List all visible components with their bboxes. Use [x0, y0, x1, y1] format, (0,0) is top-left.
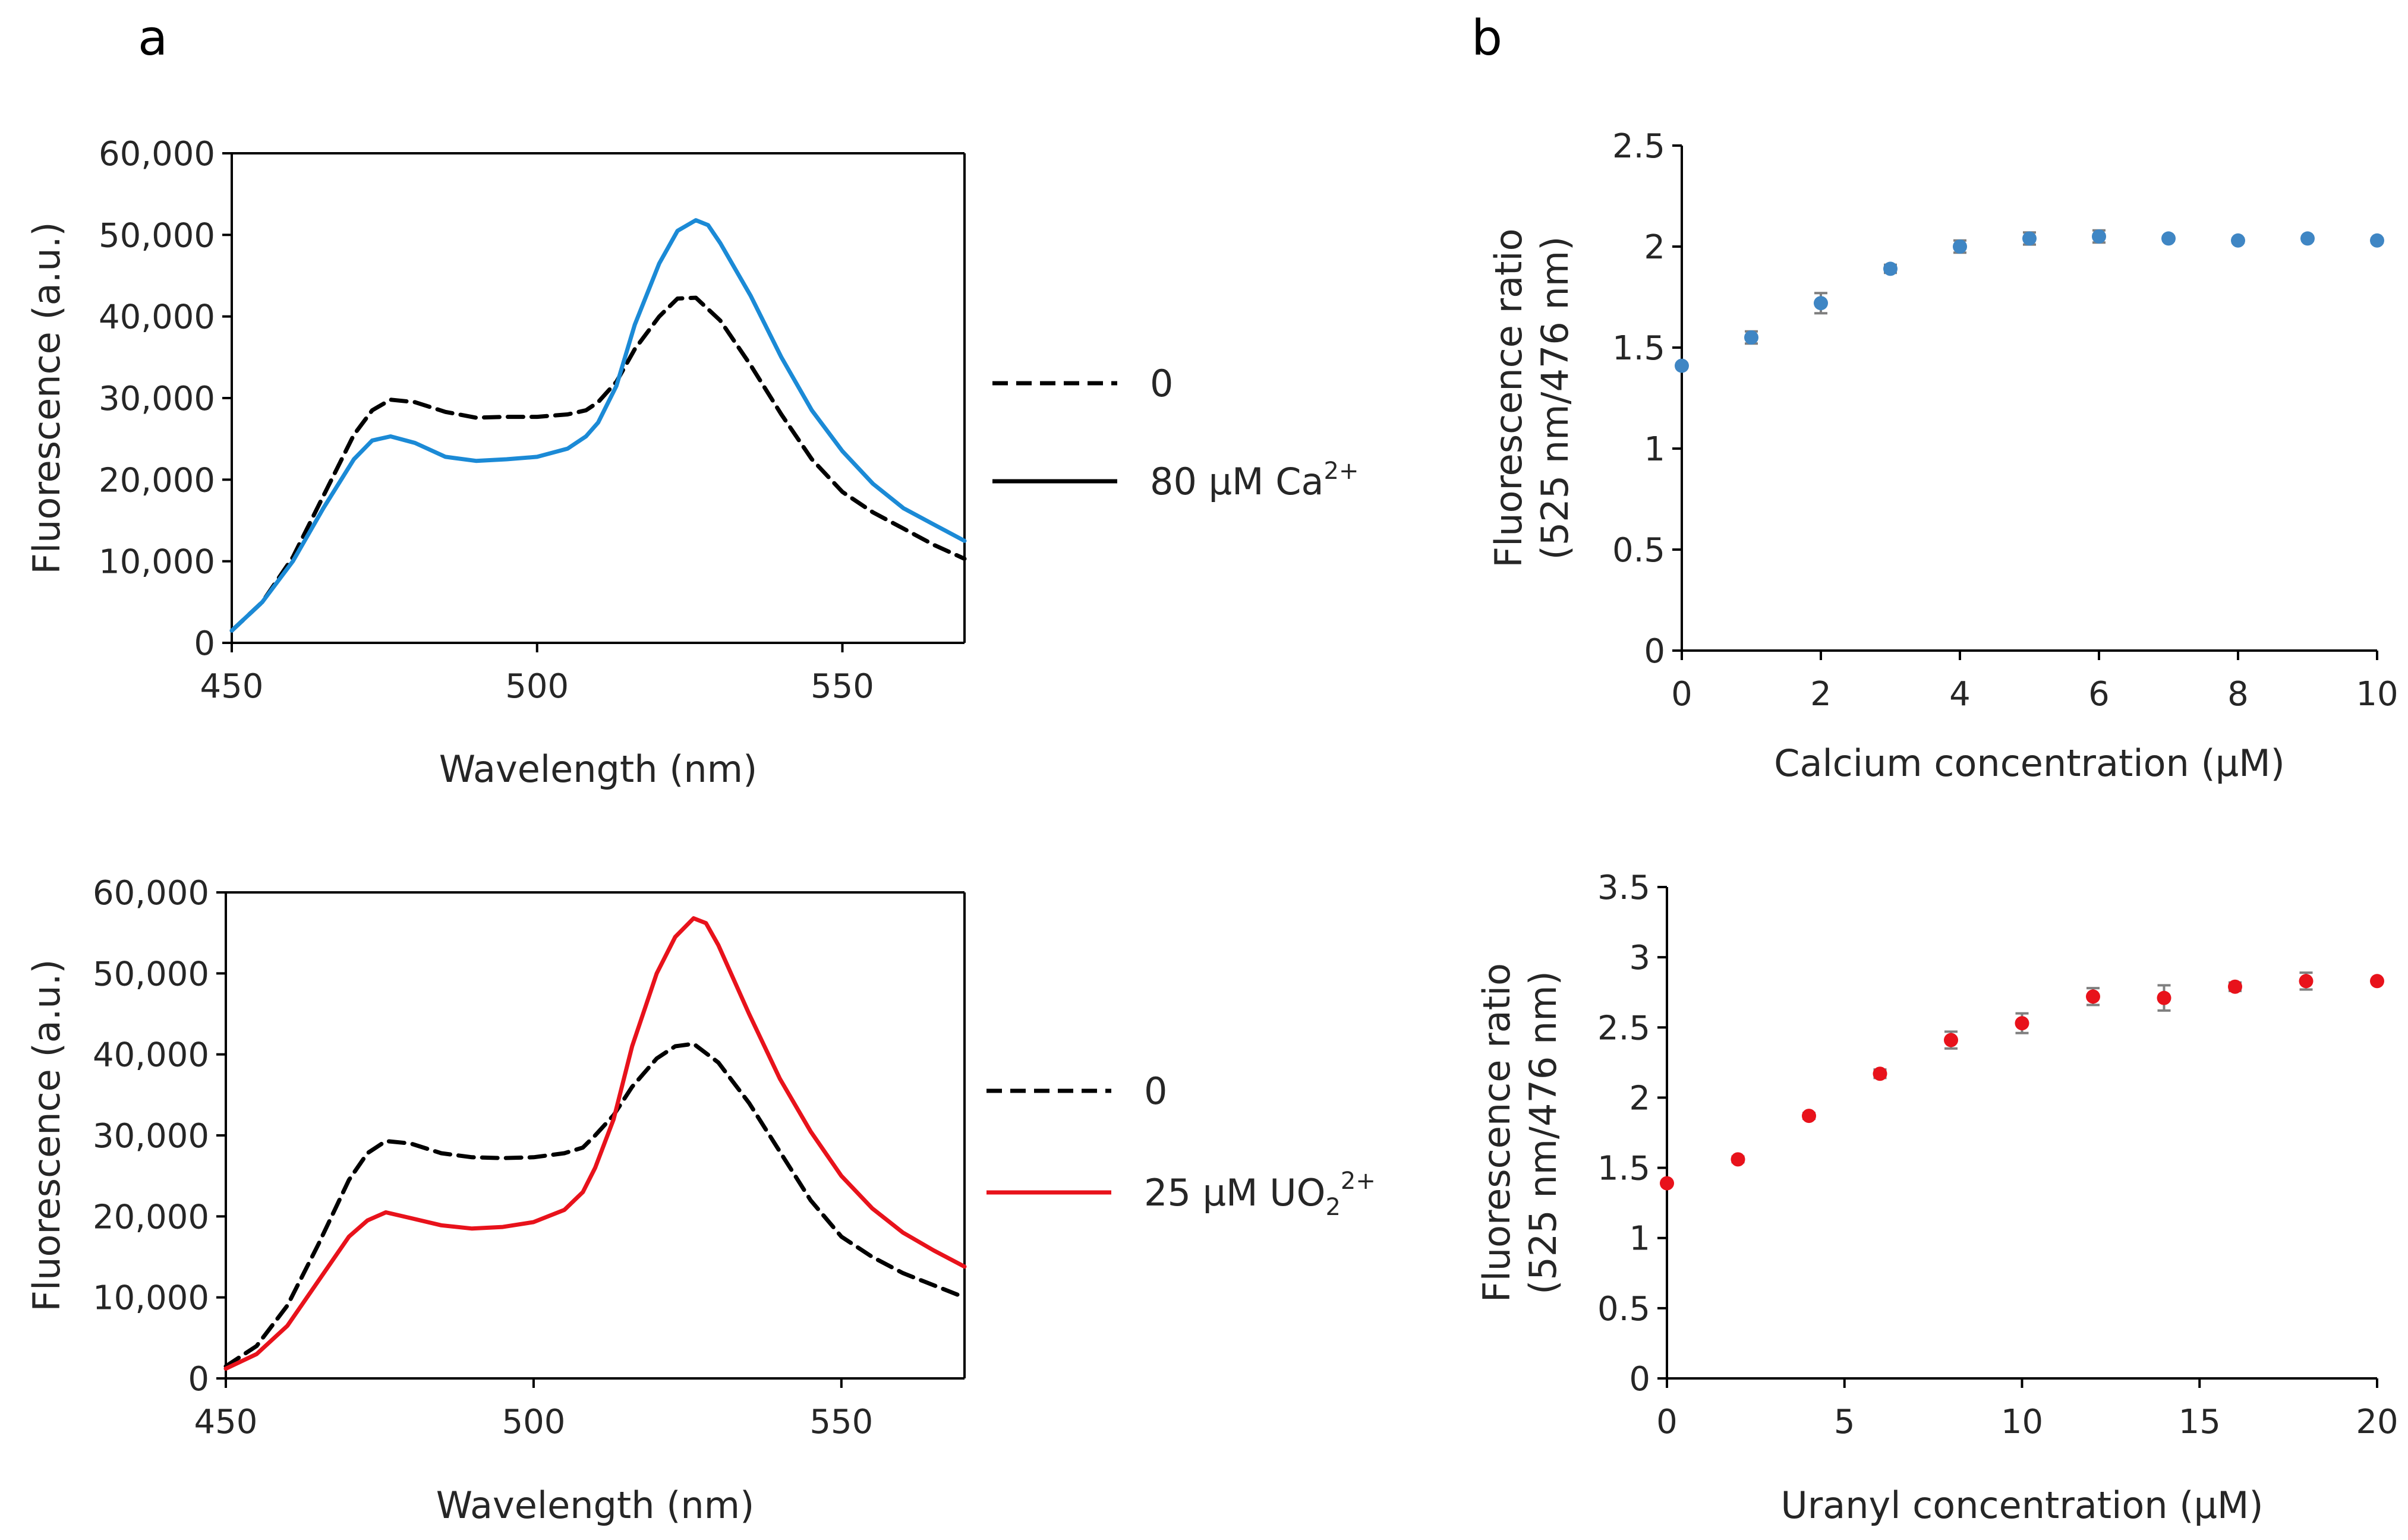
y-tick-label: 2 — [1629, 1079, 1650, 1118]
x-tick-label: 2 — [1810, 675, 1832, 714]
y-tick-label: 30,000 — [93, 1117, 209, 1156]
y-tick-label: 2 — [1644, 228, 1665, 267]
data-point — [1873, 1066, 1887, 1081]
panel-letter-b: b — [1471, 10, 1502, 67]
x-tick-label: 0 — [1671, 675, 1692, 714]
y-tick-label: 20,000 — [93, 1198, 209, 1236]
data-point — [1814, 296, 1828, 311]
legend-label-uranyl: 25 µM UO22+ — [1144, 1167, 1376, 1221]
data-point — [2300, 231, 2315, 246]
y-tick-label: 40,000 — [93, 1036, 209, 1075]
data-point — [2092, 229, 2106, 244]
x-tick-label: 450 — [194, 1403, 258, 1441]
data-point — [1944, 1033, 1958, 1047]
x-tick-label: 10 — [2001, 1403, 2043, 1441]
x-tick-label: 0 — [1656, 1403, 1678, 1441]
y-tick-label: 50,000 — [99, 216, 215, 255]
x-tick-label: 5 — [1834, 1403, 1855, 1441]
x-axis-title: Calcium concentration (µM) — [1774, 741, 2285, 785]
y-axis-title-line: (525 nm/476 nm) — [1521, 971, 1565, 1295]
data-point — [2161, 231, 2176, 246]
y-tick-label: 1.5 — [1597, 1150, 1650, 1188]
panel-letter-a: a — [138, 10, 168, 67]
x-tick-label: 15 — [2179, 1403, 2221, 1441]
x-tick-label: 550 — [809, 1403, 873, 1441]
series-line-metal — [229, 218, 967, 633]
series-line-control — [229, 295, 967, 633]
legend-label-calcium: 80 µM Ca2+ — [1150, 457, 1359, 503]
data-point — [2086, 989, 2100, 1004]
chart-fluorescence-spectrum-calcium: 0 10,000 20,000 30,000 40,000 50,000 60,000 450… — [25, 135, 967, 791]
data-point — [1802, 1109, 1816, 1124]
y-tick-label: 0 — [194, 624, 215, 663]
series-line-control — [223, 1042, 967, 1369]
y-tick-label: 60,000 — [93, 874, 209, 913]
data-point — [2022, 231, 2037, 246]
chart-ratio-vs-uranyl: 0 0.5 1 1.5 2 2.5 3 3.5 0 5 10 15 20 Uranyl concentra… — [1475, 869, 2398, 1527]
y-axis-title: Fluorescence (a.u.) — [25, 222, 68, 574]
data-point — [1883, 261, 1898, 276]
y-axis-title: Fluorescence (a.u.) — [25, 959, 68, 1311]
data-point — [2231, 233, 2245, 248]
data-point — [2370, 974, 2384, 989]
chart-fluorescence-spectrum-uranyl: 0 10,000 20,000 30,000 40,000 50,000 60,000 450… — [25, 874, 967, 1527]
y-tick-label: 60,000 — [99, 135, 215, 173]
y-axis-title-line: (525 nm/476 nm) — [1533, 236, 1577, 560]
legend-calcium: 0 80 µM Ca2+ — [992, 362, 1359, 503]
y-tick-label: 2.5 — [1612, 127, 1665, 166]
y-tick-label: 20,000 — [99, 461, 215, 500]
chart-ratio-vs-calcium: 0 0.5 1 1.5 2 2.5 0 2 4 6 8 10 Calcium concentration… — [1487, 127, 2398, 785]
y-tick-label: 30,000 — [99, 380, 215, 418]
y-tick-label: 3 — [1629, 939, 1650, 977]
x-axis-title: Wavelength (nm) — [439, 747, 758, 791]
x-axis-title: Uranyl concentration (µM) — [1780, 1484, 2263, 1527]
y-tick-label: 0.5 — [1612, 531, 1665, 570]
y-tick-label: 50,000 — [93, 955, 209, 993]
y-tick-label: 3.5 — [1597, 869, 1650, 907]
data-point — [2299, 974, 2314, 989]
data-point — [1675, 358, 1689, 373]
y-tick-label: 0 — [188, 1360, 209, 1399]
y-tick-label: 0.5 — [1597, 1290, 1650, 1328]
x-tick-label: 500 — [505, 667, 569, 706]
data-point — [1953, 239, 1967, 254]
data-point — [1744, 330, 1758, 345]
y-tick-label: 2.5 — [1597, 1009, 1650, 1047]
y-axis-title-line: Fluorescence ratio — [1487, 228, 1530, 567]
legend-label-0: 0 — [1144, 1069, 1167, 1113]
x-tick-label: 6 — [2088, 675, 2110, 714]
x-tick-label: 450 — [200, 667, 264, 706]
x-axis-title: Wavelength (nm) — [436, 1484, 755, 1527]
legend-label-0: 0 — [1150, 362, 1173, 405]
x-tick-label: 500 — [502, 1403, 565, 1441]
y-tick-label: 0 — [1644, 632, 1665, 671]
y-tick-label: 40,000 — [99, 298, 215, 337]
legend-uranyl: 0 25 µM UO22+ — [986, 1069, 1376, 1221]
x-tick-label: 8 — [2227, 675, 2249, 714]
data-point — [2015, 1016, 2029, 1031]
data-point — [1731, 1152, 1745, 1167]
y-tick-label: 10,000 — [99, 543, 215, 582]
x-tick-label: 550 — [811, 667, 874, 706]
data-point — [2228, 979, 2242, 994]
data-point — [2370, 233, 2384, 248]
y-tick-label: 1 — [1629, 1220, 1650, 1258]
x-tick-label: 20 — [2356, 1403, 2398, 1441]
y-tick-label: 0 — [1629, 1360, 1650, 1399]
x-tick-label: 10 — [2356, 675, 2398, 714]
y-axis-title-line: Fluorescence ratio — [1475, 963, 1518, 1302]
series-line-metal — [223, 916, 967, 1371]
data-point — [1660, 1176, 1674, 1191]
y-tick-label: 1.5 — [1612, 329, 1665, 368]
y-tick-label: 1 — [1644, 430, 1665, 469]
x-tick-label: 4 — [1949, 675, 1971, 714]
y-tick-label: 10,000 — [93, 1279, 209, 1318]
data-point — [2157, 990, 2171, 1005]
